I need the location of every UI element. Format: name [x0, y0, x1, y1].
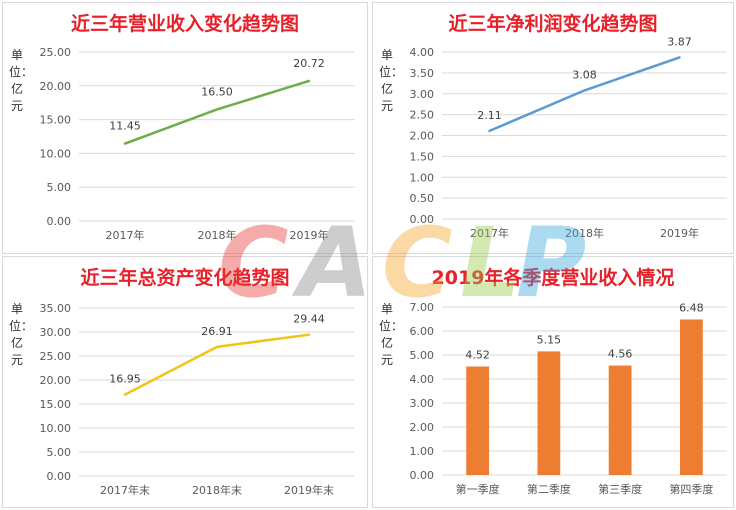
y-tick-label: 2.00 — [410, 421, 435, 434]
data-label: 4.52 — [465, 349, 490, 362]
data-label: 29.44 — [293, 313, 325, 326]
data-label: 20.72 — [293, 57, 325, 70]
x-tick-label: 2017年 — [470, 226, 509, 240]
quarterly-revenue-bar-chart: 7.00 6.00 5.00 4.00 3.00 2.00 1.00 0.00 第一季度 第二季度… — [410, 301, 727, 496]
y-tick-label: 0.00 — [410, 469, 435, 482]
y-tick-label: 35.00 — [40, 302, 72, 315]
total-assets-line-chart: 35.00 30.00 25.00 20.00 15.00 10.00 5.00 0.00 20… — [40, 302, 355, 497]
y-tick-label: 6.00 — [410, 325, 435, 338]
y-tick-label: 15.00 — [40, 114, 72, 127]
y-tick-label: 15.00 — [40, 398, 72, 411]
x-tick-label: 第一季度 — [456, 482, 500, 496]
x-tick-label: 2018年 — [198, 228, 237, 242]
y-tick-label: 0.00 — [47, 215, 72, 228]
y-tick-label: 7.00 — [410, 301, 435, 314]
x-tick-label: 2019年 — [290, 228, 329, 242]
data-label: 3.87 — [667, 35, 692, 48]
data-label: 16.50 — [201, 85, 233, 98]
data-label: 4.56 — [608, 348, 633, 361]
y-tick-label: 5.00 — [410, 349, 435, 362]
y-tick-label: 3.00 — [410, 88, 435, 101]
y-tick-label: 25.00 — [40, 350, 72, 363]
chart-title: 近三年总资产变化趋势图 — [80, 267, 290, 289]
data-label: 26.91 — [201, 325, 233, 338]
y-tick-label: 0.00 — [410, 213, 435, 226]
total-assets-trend-panel: 近三年总资产变化趋势图 单位：亿元 35.00 30.00 25.00 20.00 15… — [2, 256, 368, 508]
y-tick-label: 30.00 — [40, 326, 72, 339]
y-tick-label: 1.00 — [410, 171, 435, 184]
bar — [537, 351, 561, 475]
net-profit-trend-panel: 近三年净利润变化趋势图 单位：亿元 4.00 3.50 3.00 2.50 2.00 1.… — [372, 2, 734, 254]
chart-title: 近三年净利润变化趋势图 — [448, 13, 658, 35]
x-tick-label: 第二季度 — [527, 482, 571, 496]
bar — [679, 319, 703, 475]
x-tick-label: 2018年末 — [192, 483, 242, 497]
y-tick-label: 5.00 — [47, 181, 72, 194]
y-tick-label: 25.00 — [40, 46, 72, 59]
x-tick-label: 第三季度 — [598, 482, 642, 496]
x-tick-label: 第四季度 — [669, 482, 713, 496]
data-label: 16.95 — [109, 373, 141, 386]
data-label: 11.45 — [109, 120, 141, 133]
x-tick-label: 2019年 — [660, 226, 699, 240]
data-label: 3.08 — [572, 68, 597, 81]
y-tick-label: 10.00 — [40, 147, 72, 160]
chart-title: 近三年营业收入变化趋势图 — [70, 13, 299, 35]
revenue-trend-panel: 近三年营业收入变化趋势图 单位：亿元 25.00 20.00 15.00 10.00 5… — [2, 2, 368, 254]
data-label: 2.11 — [477, 109, 502, 122]
y-tick-label: 3.00 — [410, 397, 435, 410]
y-tick-label: 4.00 — [410, 373, 435, 386]
quarterly-revenue-panel: 2019年各季度营业收入情况 单位：亿元 7.00 6.00 5.00 4.00 3.0… — [372, 256, 734, 508]
y-tick-label: 2.50 — [410, 109, 435, 122]
y-tick-label: 0.00 — [47, 470, 72, 483]
revenue-line-chart: 25.00 20.00 15.00 10.00 5.00 0.00 2017年 2018年 20… — [40, 46, 355, 242]
y-tick-label: 1.50 — [410, 150, 435, 163]
y-tick-label: 20.00 — [40, 374, 72, 387]
x-tick-label: 2018年 — [565, 226, 604, 240]
x-tick-label: 2019年末 — [284, 483, 334, 497]
y-tick-label: 3.50 — [410, 67, 435, 80]
y-tick-label: 0.50 — [410, 192, 435, 205]
data-label: 6.48 — [679, 301, 704, 314]
data-label: 5.15 — [537, 333, 562, 346]
x-tick-label: 2017年末 — [100, 483, 150, 497]
y-tick-label: 1.00 — [410, 445, 435, 458]
bar — [466, 366, 490, 475]
net-profit-line-chart: 4.00 3.50 3.00 2.50 2.00 1.50 1.00 0.50 0.00 2017… — [410, 35, 727, 240]
y-tick-label: 20.00 — [40, 80, 72, 93]
y-tick-label: 10.00 — [40, 422, 72, 435]
y-tick-label: 2.00 — [410, 130, 435, 143]
series-line — [123, 333, 311, 396]
y-tick-label: 5.00 — [47, 446, 72, 459]
bar — [608, 365, 632, 475]
y-tick-label: 4.00 — [410, 46, 435, 59]
x-tick-label: 2017年 — [106, 228, 145, 242]
chart-title: 2019年各季度营业收入情况 — [431, 267, 675, 289]
